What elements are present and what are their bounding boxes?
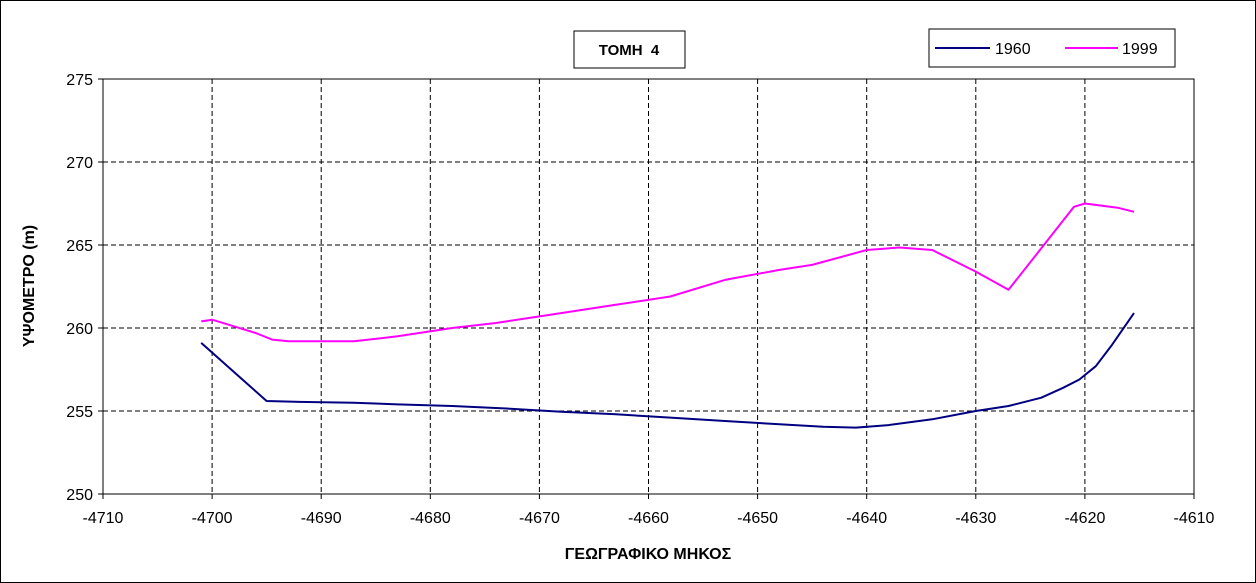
y-tick-label: 250 — [66, 487, 93, 504]
title-box — [573, 30, 686, 69]
x-tick-label: -4620 — [1064, 510, 1105, 527]
series-line-1960 — [200, 312, 1135, 429]
y-tick-label: 255 — [66, 404, 93, 421]
x-tick-label: -4690 — [301, 510, 342, 527]
y-axis-ticks: 250 255 260 265 270 275 — [66, 72, 103, 504]
y-tick-label: 270 — [66, 155, 93, 172]
y-tick-label: 265 — [66, 238, 93, 255]
series-lines — [200, 202, 1135, 429]
x-axis-ticks: -4710 -4700 -4690 -4680 -4670 -4660 -4650 -4640… — [83, 494, 1215, 527]
x-tick-label: -4700 — [192, 510, 233, 527]
x-tick-label: -4650 — [737, 510, 778, 527]
y-tick-label: 260 — [66, 321, 93, 338]
legend-label-1999: 1999 — [1122, 41, 1158, 58]
y-tick-label: 275 — [66, 72, 93, 89]
series-line-1999 — [201, 202, 1135, 343]
legend-label-1960: 1960 — [995, 41, 1031, 58]
grid — [103, 79, 1194, 494]
x-tick-label: -4660 — [628, 510, 669, 527]
chart-title: ΤΟΜΗ 4 — [599, 42, 660, 59]
y-axis-label: ΥΨΟΜΕΤΡΟ (m) — [21, 225, 38, 347]
x-tick-label: -4640 — [846, 510, 887, 527]
x-tick-label: -4630 — [955, 510, 996, 527]
x-tick-label: -4670 — [519, 510, 560, 527]
x-axis-label: ΓΕΩΓΡΑΦΙΚΟ ΜΗΚΟΣ — [565, 546, 732, 563]
x-tick-label: -4680 — [410, 510, 451, 527]
x-tick-label: -4610 — [1174, 510, 1215, 527]
x-tick-label: -4710 — [83, 510, 124, 527]
